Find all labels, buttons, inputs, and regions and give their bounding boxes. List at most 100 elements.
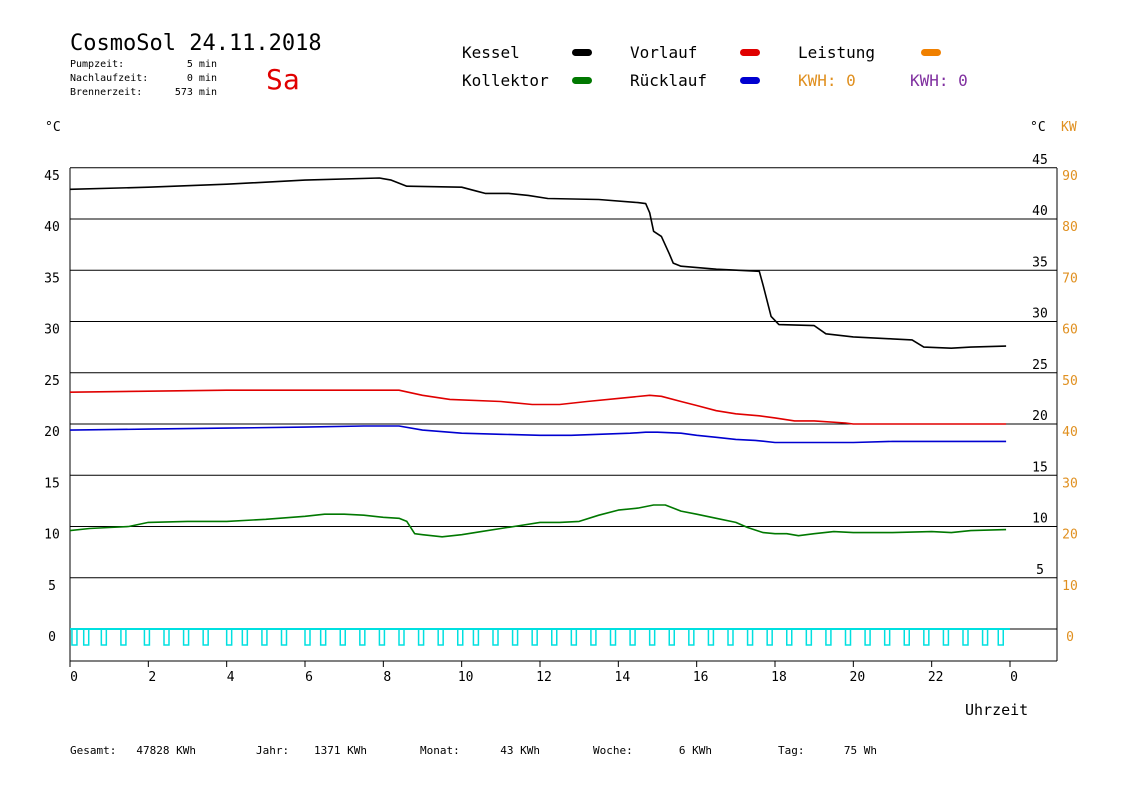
pump-pulse	[457, 628, 464, 646]
pump-pulse	[786, 628, 793, 646]
pump-pulse	[590, 628, 597, 646]
pump-pulse	[378, 628, 386, 646]
pump-pulse	[903, 628, 910, 646]
pump-pulse	[319, 628, 327, 646]
pump-pulse	[766, 628, 773, 646]
pump-pulse	[304, 628, 311, 646]
pump-pulse	[883, 628, 891, 646]
pump-pulse	[981, 628, 989, 646]
footer-value: 75 Wh	[844, 744, 877, 757]
y-tick-left: 25	[44, 374, 60, 389]
pump-pulse	[570, 628, 578, 646]
pump-pulse	[82, 628, 90, 646]
footer-label: Tag:	[778, 744, 805, 757]
y-tick-right-c: 40	[1032, 204, 1048, 219]
footer-label: Woche:	[593, 744, 633, 757]
vorlauf-line	[69, 389, 1007, 425]
x-tick-label: 4	[227, 670, 235, 685]
legend-kollektor-swatch	[572, 77, 592, 84]
y-tick-right-c: 25	[1032, 358, 1048, 373]
pump-pulse	[417, 628, 425, 646]
info-label: Pumpzeit:	[70, 59, 124, 70]
series-lines	[69, 177, 1007, 538]
footer-stats: Gesamt: 47828 KWh Jahr: 1371 KWh Monat: 43 KW…	[70, 744, 877, 757]
ruecklauf-line	[69, 425, 1007, 444]
x-tick-label: 10	[458, 670, 474, 685]
legend-kessel-label: Kessel	[462, 43, 520, 62]
x-tick-label: 2	[148, 670, 156, 685]
right-axis-unit-kw: KW	[1061, 120, 1077, 135]
footer-value: 1371 KWh	[314, 744, 367, 757]
pump-pulse	[120, 628, 127, 646]
pump-pulse	[668, 628, 675, 646]
pump-pulse	[864, 628, 871, 646]
pump-pulse	[825, 628, 832, 646]
pump-pulse	[359, 628, 366, 646]
footer-value: 47828 KWh	[136, 744, 196, 757]
axis-ticks: 0510152025303540455101520253035404501020…	[44, 153, 1078, 685]
y-tick-right-c: 5	[1036, 563, 1044, 578]
y-tick-right-c: 15	[1032, 460, 1048, 475]
pump-pulse	[143, 628, 151, 646]
pump-pulse	[844, 628, 852, 646]
footer-label: Gesamt:	[70, 744, 116, 757]
y-tick-left: 10	[44, 528, 60, 543]
pump-pulse	[923, 628, 930, 646]
info-value: 5 min	[187, 59, 217, 70]
legend-vorlauf-label: Vorlauf	[630, 43, 697, 62]
y-tick-right-kw: 80	[1062, 220, 1078, 235]
pump-pulse	[182, 628, 190, 646]
y-tick-right-kw: 50	[1062, 374, 1078, 389]
y-tick-left: 20	[44, 425, 60, 440]
x-tick-label: 22	[928, 670, 944, 685]
x-tick-label: 18	[771, 670, 787, 685]
page-title: CosmoSol 24.11.2018	[70, 31, 322, 56]
kollektor-line	[69, 504, 1007, 538]
plot-frame	[69, 168, 1058, 662]
y-tick-right-kw: 0	[1066, 630, 1074, 645]
pump-pulse	[942, 628, 950, 646]
pump-pulse	[261, 628, 268, 646]
y-tick-right-kw: 10	[1062, 579, 1078, 594]
info-label: Brennerzeit:	[70, 87, 142, 98]
footer-label: Jahr:	[256, 744, 289, 757]
y-tick-right-kw: 30	[1062, 476, 1078, 491]
pump-pulse	[437, 628, 444, 646]
x-tick-label: 14	[615, 670, 631, 685]
legend-ruecklauf-label: Rücklauf	[630, 71, 707, 90]
y-tick-left: 15	[44, 476, 60, 491]
y-tick-left: 0	[48, 630, 56, 645]
legend: Kessel Vorlauf Leistung Kollektor Rückla…	[462, 43, 968, 90]
x-tick-label: 0	[1010, 670, 1018, 685]
grid-lines	[70, 167, 1057, 630]
y-tick-right-c: 20	[1032, 409, 1048, 424]
legend-ruecklauf-swatch	[740, 77, 760, 84]
pump-pulse	[551, 628, 558, 646]
x-tick-label: 16	[693, 670, 709, 685]
info-value: 573 min	[175, 87, 217, 98]
y-tick-right-kw: 70	[1062, 271, 1078, 286]
pump-pulse	[531, 628, 538, 646]
y-tick-left: 40	[44, 220, 60, 235]
legend-leistung-label: Leistung	[798, 43, 875, 62]
left-axis-unit: °C	[45, 120, 61, 135]
x-tick-label: 20	[850, 670, 866, 685]
y-tick-left: 5	[48, 579, 56, 594]
pump-pulse	[511, 628, 519, 646]
y-tick-right-kw: 90	[1062, 169, 1078, 184]
weekday-label: Sa	[266, 63, 300, 96]
pump-pulse	[648, 628, 656, 646]
pump-pulses	[70, 628, 1010, 646]
y-tick-left: 35	[44, 271, 60, 286]
kessel-line	[69, 177, 1007, 350]
pump-pulse	[492, 628, 499, 646]
pump-pulse	[398, 628, 405, 646]
pump-pulse	[962, 628, 969, 646]
info-value: 0 min	[187, 73, 217, 84]
pump-pulse	[100, 628, 108, 646]
y-tick-right-c: 35	[1032, 255, 1048, 270]
pump-pulse	[609, 628, 617, 646]
x-tick-label: 12	[536, 670, 552, 685]
y-tick-right-c: 45	[1032, 153, 1048, 168]
